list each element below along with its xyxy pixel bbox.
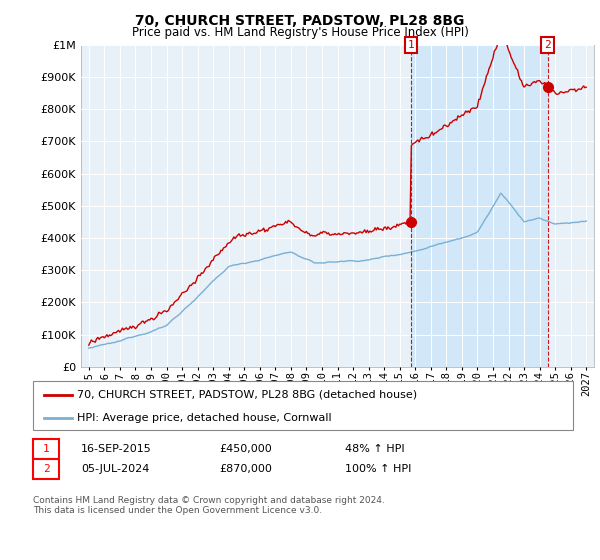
Text: 70, CHURCH STREET, PADSTOW, PL28 8BG: 70, CHURCH STREET, PADSTOW, PL28 8BG	[136, 14, 464, 28]
Text: 2: 2	[43, 464, 50, 474]
Text: 2: 2	[544, 40, 551, 50]
Text: 1: 1	[43, 444, 50, 454]
Text: £870,000: £870,000	[219, 464, 272, 474]
Bar	[411, 45, 548, 367]
Text: 100% ↑ HPI: 100% ↑ HPI	[345, 464, 412, 474]
Text: £450,000: £450,000	[219, 444, 272, 454]
Text: 05-JUL-2024: 05-JUL-2024	[81, 464, 149, 474]
Text: 16-SEP-2015: 16-SEP-2015	[81, 444, 152, 454]
Text: Price paid vs. HM Land Registry's House Price Index (HPI): Price paid vs. HM Land Registry's House …	[131, 26, 469, 39]
Text: HPI: Average price, detached house, Cornwall: HPI: Average price, detached house, Corn…	[77, 413, 331, 423]
Text: 70, CHURCH STREET, PADSTOW, PL28 8BG (detached house): 70, CHURCH STREET, PADSTOW, PL28 8BG (de…	[77, 390, 417, 400]
Text: 1: 1	[407, 40, 414, 50]
Text: 48% ↑ HPI: 48% ↑ HPI	[345, 444, 404, 454]
Text: Contains HM Land Registry data © Crown copyright and database right 2024.
This d: Contains HM Land Registry data © Crown c…	[33, 496, 385, 515]
